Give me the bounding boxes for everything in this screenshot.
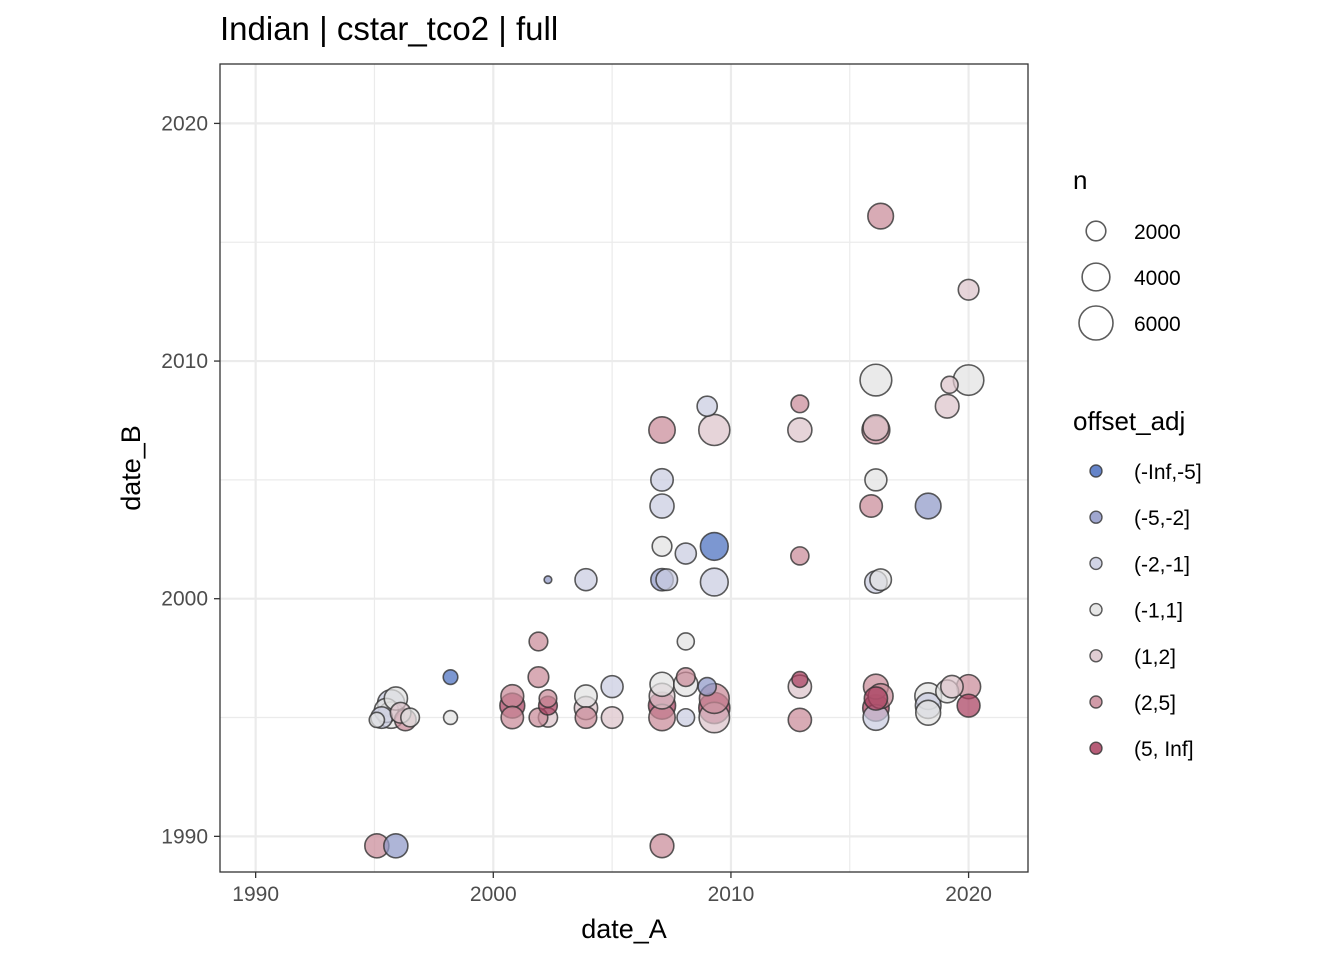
data-point	[655, 568, 679, 592]
data-point	[676, 707, 696, 728]
data-point	[862, 414, 890, 442]
data-point	[527, 666, 550, 689]
data-point	[383, 833, 409, 859]
x-axis-title: date_A	[581, 914, 667, 944]
data-point	[675, 667, 696, 688]
data-point	[538, 688, 558, 709]
data-point	[787, 417, 813, 443]
color-legend-label: (2,5]	[1134, 692, 1176, 715]
data-point	[867, 202, 895, 230]
size-legend: n 2000 4000 6000	[1073, 165, 1181, 341]
color-legend-label: (1,2]	[1134, 646, 1176, 669]
plot-panel	[219, 63, 1029, 873]
size-legend-label: 2000	[1134, 221, 1181, 244]
color-legend-label: (-1,1]	[1134, 600, 1183, 623]
size-legend-key	[1081, 262, 1111, 292]
size-legend-title: n	[1073, 165, 1087, 195]
data-point	[573, 684, 598, 709]
data-point	[699, 531, 729, 562]
data-point	[697, 413, 731, 447]
data-point	[500, 705, 525, 730]
y-tick-label: 1990	[161, 825, 208, 848]
data-point	[649, 671, 675, 698]
data-point	[543, 575, 553, 585]
panel-background	[220, 64, 1028, 872]
color-legend-label: (-2,-1]	[1134, 553, 1190, 576]
data-point	[442, 709, 459, 726]
data-point	[528, 631, 549, 652]
chart-title: Indian | cstar_tco2 | full	[220, 10, 558, 47]
color-legend-label: (-Inf,-5]	[1134, 461, 1202, 484]
data-point	[696, 395, 719, 418]
y-axis-title: date_B	[116, 425, 146, 511]
data-point	[400, 707, 421, 728]
minor-gridlines	[220, 64, 1028, 872]
x-tick-label: 2010	[708, 883, 755, 906]
data-point	[790, 394, 810, 414]
data-point	[859, 494, 884, 519]
data-points	[364, 202, 985, 859]
data-point	[574, 567, 598, 592]
data-point	[863, 686, 889, 711]
y-tick-label: 2010	[161, 350, 208, 373]
x-tick-label: 2020	[945, 883, 992, 906]
data-point	[600, 705, 624, 730]
data-point	[699, 567, 729, 597]
data-point	[956, 693, 981, 718]
data-point	[651, 535, 673, 558]
size-legend-key	[1078, 305, 1114, 341]
data-point	[674, 542, 698, 565]
major-gridlines	[220, 64, 1028, 872]
data-point	[940, 375, 959, 395]
data-point	[697, 676, 718, 697]
data-point	[914, 492, 942, 520]
data-point	[939, 674, 964, 699]
color-legend-key	[1089, 649, 1103, 663]
y-tick-label: 2020	[161, 112, 208, 135]
data-point	[574, 705, 598, 730]
y-tick-label: 2000	[161, 588, 208, 611]
data-point	[869, 568, 893, 592]
color-legend-key	[1089, 695, 1103, 709]
x-axis: 1990 2000 2010 2020	[232, 872, 992, 906]
panel-border	[219, 63, 1029, 873]
data-point	[600, 674, 624, 699]
x-tick-label: 1990	[232, 883, 279, 906]
y-axis: 1990 2000 2010 2020	[161, 112, 220, 848]
size-legend-label: 6000	[1134, 313, 1181, 336]
data-point	[442, 669, 459, 686]
size-legend-label: 4000	[1134, 267, 1181, 290]
data-point	[368, 711, 386, 729]
color-legend-key	[1089, 556, 1103, 571]
data-point	[952, 364, 985, 397]
data-point	[914, 699, 942, 726]
data-point	[859, 363, 893, 397]
data-point	[650, 467, 675, 492]
data-point	[864, 468, 888, 492]
color-legend: offset_adj (-Inf,-5] (-5,-2] (-2,-1] (-1,1]…	[1073, 406, 1202, 761]
data-point	[649, 493, 675, 519]
color-legend-title: offset_adj	[1073, 406, 1185, 436]
data-point	[676, 632, 696, 651]
data-point	[957, 278, 980, 301]
color-legend-key	[1089, 602, 1103, 617]
data-point	[934, 393, 960, 419]
color-legend-label: (-5,-2]	[1134, 507, 1190, 530]
color-legend-key	[1089, 510, 1103, 524]
data-point	[787, 707, 813, 733]
data-point	[791, 670, 809, 689]
color-legend-label: (5, Inf]	[1134, 738, 1194, 761]
data-point	[500, 683, 525, 709]
data-point	[790, 546, 810, 566]
data-point	[649, 833, 675, 859]
size-legend-key	[1085, 220, 1107, 242]
data-point	[648, 416, 676, 444]
color-legend-key	[1089, 464, 1103, 478]
x-tick-label: 2000	[470, 883, 517, 906]
color-legend-key	[1089, 741, 1103, 755]
